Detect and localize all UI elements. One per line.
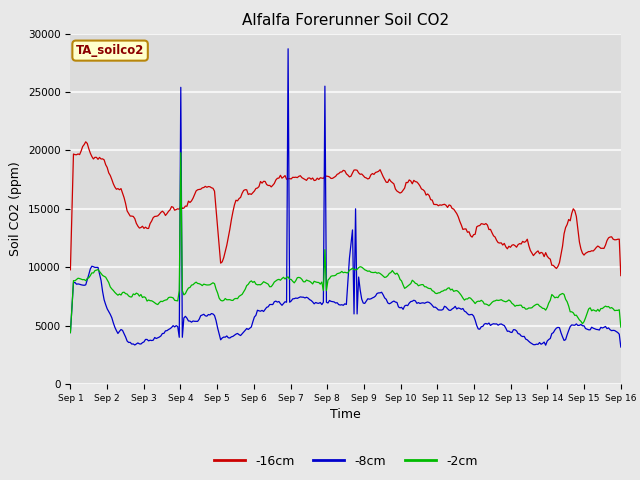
X-axis label: Time: Time [330, 408, 361, 421]
Y-axis label: Soil CO2 (ppm): Soil CO2 (ppm) [10, 161, 22, 256]
Legend: -16cm, -8cm, -2cm: -16cm, -8cm, -2cm [209, 450, 483, 473]
Title: Alfalfa Forerunner Soil CO2: Alfalfa Forerunner Soil CO2 [242, 13, 449, 28]
Text: TA_soilco2: TA_soilco2 [76, 44, 144, 57]
